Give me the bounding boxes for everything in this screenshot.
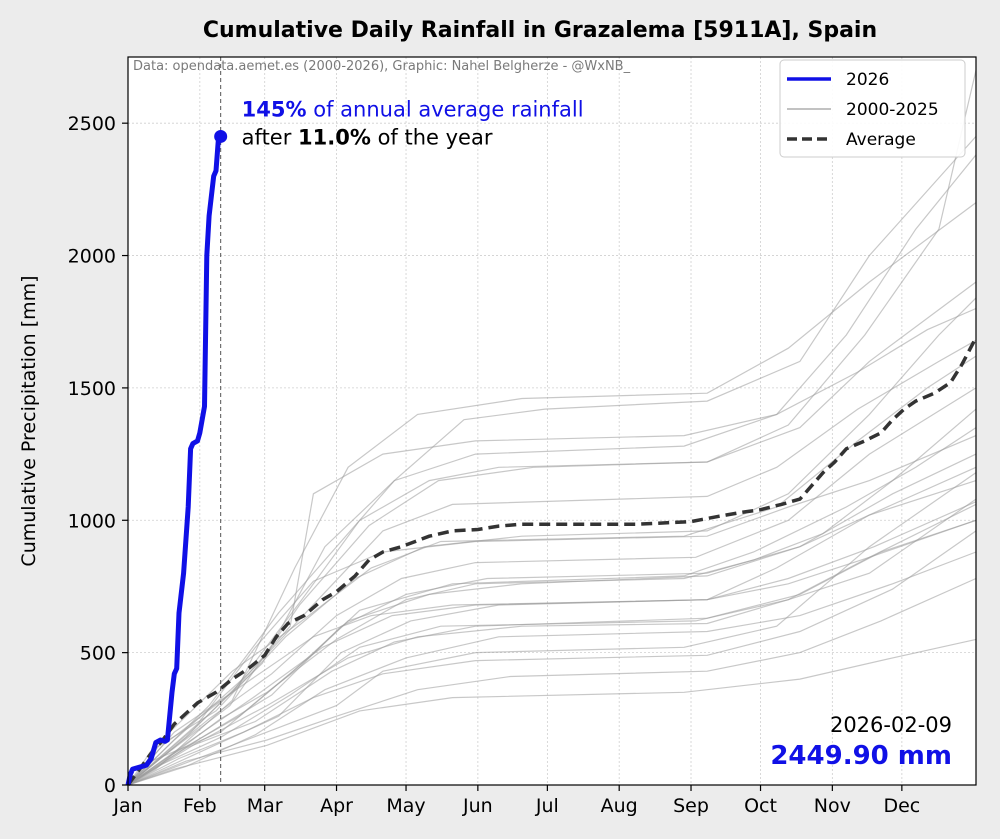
average-layer — [126, 336, 978, 787]
y-tick-label: 1500 — [68, 378, 116, 400]
x-tick-label: Oct — [744, 795, 777, 817]
legend-label-current: 2026 — [846, 70, 889, 90]
x-tick-label: Jul — [535, 795, 559, 817]
data-credit: Data: opendata.aemet.es (2000-2026), Gra… — [133, 59, 631, 74]
historical-year-line — [127, 519, 977, 786]
plot-frame — [127, 56, 977, 786]
annotation-line-2: after 11.0% of the year — [242, 125, 493, 149]
historical-year-line — [127, 355, 977, 786]
average-line — [126, 336, 978, 787]
x-tick-label: Apr — [320, 795, 353, 817]
legend: 2026 2000-2025 Average — [779, 59, 966, 158]
legend-label-history: 2000-2025 — [846, 100, 939, 120]
date-label: 2026-02-09 — [830, 713, 952, 737]
historical-year-line — [127, 501, 977, 786]
historical-year-line — [127, 503, 977, 786]
historical-year-line — [127, 297, 977, 786]
y-tick-label: 500 — [80, 643, 116, 665]
annotation-rest: of annual average rainfall — [307, 97, 584, 121]
historical-year-line — [127, 154, 977, 786]
y-tick-label: 2500 — [68, 113, 116, 135]
x-tick-label: Sep — [673, 795, 709, 817]
historical-year-line — [127, 466, 977, 786]
legend-label-average: Average — [846, 130, 916, 150]
current-point — [214, 129, 228, 143]
current-layer — [125, 129, 228, 786]
current-year-line — [125, 134, 223, 786]
historical-year-line — [127, 339, 977, 786]
x-tick-label: Dec — [883, 795, 920, 817]
x-tick-label: Jun — [462, 795, 493, 817]
annotation-year-fraction: 11.0% — [298, 125, 371, 149]
x-tick-label: Feb — [183, 795, 217, 817]
historical-year-line — [127, 638, 977, 786]
annotation-percent: 145% — [242, 97, 307, 121]
historical-year-line — [127, 577, 977, 786]
historical-year-line — [127, 281, 977, 786]
legend-box — [779, 59, 966, 158]
annotation-line-1: 145% of annual average rainfall — [242, 97, 584, 121]
historical-years — [127, 70, 977, 786]
y-tick-label: 0 — [104, 775, 116, 797]
y-axis-label: Cumulative Precipitation [mm] — [18, 275, 40, 566]
total-rainfall-value: 2449.90 mm — [770, 741, 952, 771]
x-tick-label: Jan — [112, 795, 142, 817]
x-tick-label: Mar — [247, 795, 283, 817]
historical-year-line — [127, 387, 977, 786]
axes: Jan Feb Mar Apr May Jun Jul Aug Sep Oct Nov Dec 0 500… — [68, 113, 921, 817]
historical-year-line — [127, 530, 977, 786]
historical-year-line — [127, 498, 977, 786]
historical-year-line — [127, 453, 977, 786]
historical-year-line — [127, 135, 977, 786]
x-tick-label: May — [386, 795, 425, 817]
y-tick-label: 2000 — [68, 246, 116, 268]
x-tick-label: Nov — [814, 795, 851, 817]
historical-year-line — [127, 307, 977, 786]
y-tick-label: 1000 — [68, 510, 116, 532]
historical-year-line — [127, 519, 977, 786]
plot-area — [128, 57, 976, 785]
chart-title: Cumulative Daily Rainfall in Grazalema [… — [203, 18, 877, 43]
annotation-suffix: of the year — [371, 125, 493, 149]
x-tick-label: Aug — [601, 795, 638, 817]
annotation-after: after — [242, 125, 298, 149]
historical-year-line — [127, 70, 977, 786]
